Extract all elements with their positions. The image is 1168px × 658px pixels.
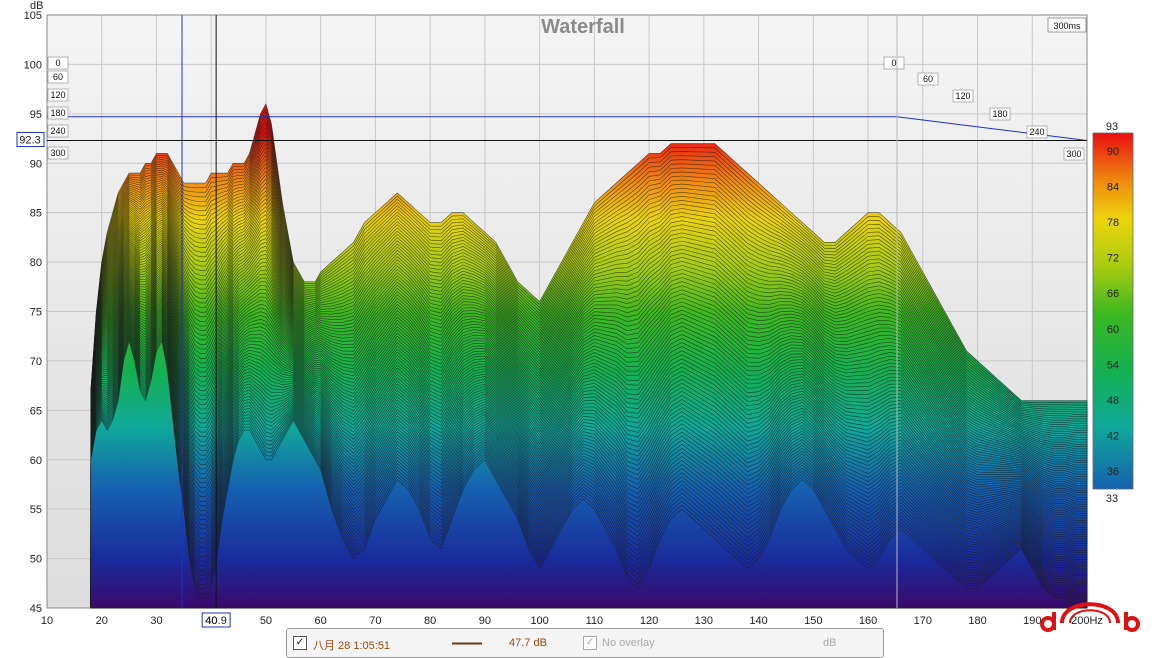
x-tick-label: 70	[369, 615, 381, 627]
colorbar-tick: 78	[1107, 217, 1119, 229]
cursor-x-readout: 40.9	[205, 615, 226, 627]
x-tick-label: 80	[424, 615, 436, 627]
y-axis: 105 100 95 90 85 80 75 70 65 60 55 50 45	[24, 10, 42, 615]
colorbar-tick: 36	[1107, 466, 1119, 478]
time-label: 300ms	[1053, 21, 1081, 31]
time-axis: 0 60 120 180 240 300 0 60 120 180 240 300	[47, 15, 1085, 608]
waterfall-surface	[90, 103, 1088, 609]
overlay-unit: dB	[823, 637, 837, 649]
y-tick-label: 85	[30, 208, 42, 220]
x-tick-label: 200Hz	[1071, 615, 1103, 627]
colorbar-tick: 48	[1107, 395, 1119, 407]
time-tick-right-box	[883, 56, 905, 70]
colorbar-gradient	[1092, 132, 1134, 490]
colorbar-tick: 90	[1107, 146, 1119, 158]
x-tick-label: 30	[150, 615, 162, 627]
y-tick-label: 75	[30, 307, 42, 319]
time-tick-left-box	[47, 146, 69, 160]
x-tick-label: 190	[1023, 615, 1041, 627]
x-tick-label: 40	[205, 615, 217, 627]
colorbar: 93 33 90 84 78 72 66 60 54 48 42 36	[1092, 121, 1134, 505]
y-tick-label: 95	[30, 109, 42, 121]
time-tick-right-box	[989, 107, 1011, 121]
x-tick-label: 20	[96, 615, 108, 627]
cursor-x-box	[201, 612, 231, 628]
time-tick-left-box	[47, 106, 69, 120]
x-tick-label: 130	[695, 615, 713, 627]
level-readout: 47.7 dB	[509, 637, 547, 649]
colorbar-tick: 42	[1107, 431, 1119, 443]
colorbar-tick: 54	[1107, 359, 1119, 371]
headphones-logo-icon	[1040, 602, 1140, 632]
y-tick-label: 80	[30, 257, 42, 269]
overlay-checkbox[interactable]: ✓	[583, 636, 597, 650]
time-tick-left-box	[47, 88, 69, 102]
y-tick-label: 65	[30, 405, 42, 417]
time-tick-right-box	[1063, 147, 1085, 161]
time-tick-left: 300	[50, 148, 65, 158]
x-tick-label: 150	[804, 615, 822, 627]
colorbar-tick: 72	[1107, 253, 1119, 265]
x-tick-label: 110	[586, 615, 604, 627]
y-tick-label: 70	[30, 356, 42, 368]
colorbar-max-label: 93	[1106, 121, 1118, 133]
overlay-label[interactable]: No overlay	[602, 637, 655, 649]
time-label-box	[1047, 17, 1087, 33]
time-tick-left: 240	[50, 126, 65, 136]
y-tick-label: 55	[30, 504, 42, 516]
time-tick-right-box	[1026, 125, 1048, 139]
y-tick-label: 50	[30, 554, 42, 566]
cursor-y-box	[16, 132, 45, 148]
cursor-lines[interactable]: 92.3 40.9	[16, 15, 1088, 628]
time-tick-left-box	[47, 70, 69, 84]
measurement-timestamp[interactable]: 八月 28 1:05:51	[313, 640, 391, 652]
time-tick-left: 60	[53, 72, 63, 82]
y-tick-label: 45	[30, 603, 42, 615]
y-tick-label: 60	[30, 455, 42, 467]
time-tick-left-box	[47, 56, 69, 70]
y-tick-label: 100	[24, 59, 42, 71]
y-tick-label: 90	[30, 158, 42, 170]
time-tick-left-box	[47, 124, 69, 138]
colorbar-tick: 84	[1107, 181, 1119, 193]
x-tick-label: 180	[968, 615, 986, 627]
x-tick-label: 160	[859, 615, 877, 627]
time-tick-right: 240	[1029, 127, 1044, 137]
time-tick-right: 0	[891, 58, 896, 68]
chart-title: Waterfall	[541, 16, 625, 38]
time-tick-right: 60	[923, 74, 933, 84]
y-unit-label: dB	[30, 0, 43, 12]
time-tick-right: 300	[1066, 149, 1081, 159]
time-tick-right-box	[952, 89, 974, 103]
x-tick-label: 120	[640, 615, 658, 627]
time-tick-right: 180	[992, 109, 1007, 119]
x-axis: 10 20 30 40 50 60 70 80 90 100 110 120 130 140 150 160 1…	[41, 615, 1103, 627]
cursor-y-readout: 92.3	[19, 135, 40, 147]
x-tick-label: 60	[315, 615, 327, 627]
x-tick-label: 90	[479, 615, 491, 627]
waterfall-slice	[90, 339, 1087, 609]
colorbar-min-label: 33	[1106, 493, 1118, 505]
legend-bar: ✓ 八月 28 1:05:51 47.7 dB ✓ No overlay dB	[286, 628, 884, 658]
colorbar-tick: 60	[1107, 324, 1119, 336]
time-tick-left: 180	[50, 108, 65, 118]
y-tick-label: 105	[24, 10, 42, 22]
x-tick-label: 170	[914, 615, 932, 627]
time-tick-left: 0	[55, 58, 60, 68]
x-tick-label: 50	[260, 615, 272, 627]
x-tick-label: 10	[41, 615, 53, 627]
measurement-checkbox[interactable]: ✓	[293, 636, 307, 650]
time-tick-right: 120	[955, 91, 970, 101]
series-line-swatch	[452, 642, 482, 645]
x-tick-label: 140	[749, 615, 767, 627]
time-tick-right-box	[917, 72, 939, 86]
colorbar-tick: 66	[1107, 288, 1119, 300]
x-tick-label: 100	[530, 615, 548, 627]
time-tick-left: 120	[50, 90, 65, 100]
